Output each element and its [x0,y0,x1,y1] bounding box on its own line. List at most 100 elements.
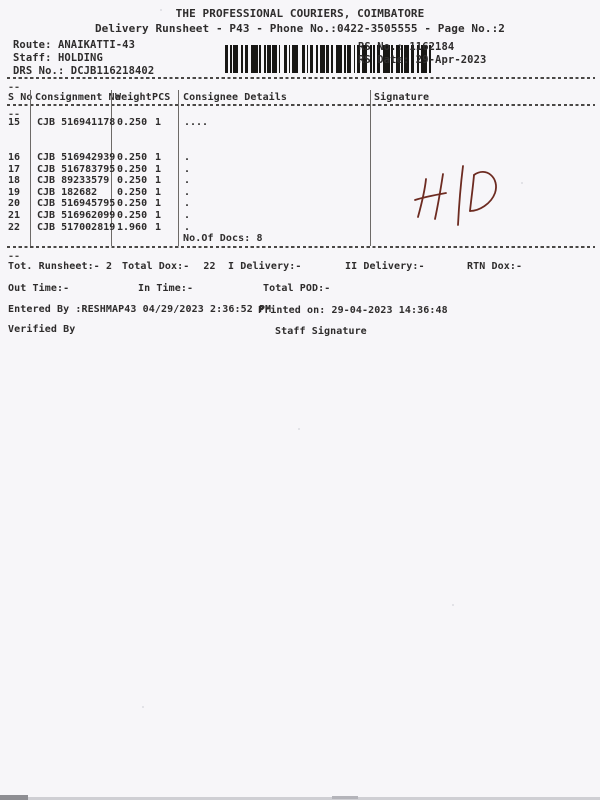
rs-date-label: RS Date: [358,54,410,66]
cell-weight: 0.250 [117,198,148,210]
scan-speck [160,9,162,11]
cell-weight: 0.250 [117,186,148,198]
rs-no-label: RS No.: [358,41,403,53]
cell-pcs: 1 [155,117,162,128]
col-header-consignee: Consignee Details [183,92,288,103]
cell-consignee: . [184,198,191,210]
cell-consignee: . [184,221,191,233]
staff-signature: Staff Signature [275,326,367,337]
table-row: 19 CJB 182682 0.250 1. [0,187,600,199]
dashed-separator [7,77,595,79]
verified-by: Verified By [8,324,76,335]
dash-continuation: -- [8,82,21,93]
cell-consignment-no: CJB 516941178 [37,117,116,128]
scan-speck [452,604,454,606]
ii-delivery: II Delivery:- [345,261,425,272]
cell-consignment-no: CJB 516962099 [37,210,116,222]
cell-s-no: 22 [8,221,21,233]
scan-bottom-corner [0,795,28,800]
cell-weight: 0.250 [117,175,148,187]
cell-s-no: 20 [8,198,21,210]
rs-no-value: 1162184 [409,41,455,53]
table-row: 22 CJB 517002819 1.960 1. [0,222,600,234]
dashed-separator [7,246,595,248]
cell-pcs: 1 [155,221,162,233]
cell-weight: 1.960 [117,221,148,233]
cell-pcs: 1 [155,210,162,222]
cell-pcs: 1 [155,152,162,164]
i-delivery: I Delivery:- [228,261,302,272]
column-rule [30,90,31,246]
total-dox-label: Total Dox:- [122,261,190,272]
cell-s-no: 16 [8,152,21,164]
cell-consignee: . [184,163,191,175]
staff-line: Staff: HOLDING [13,52,103,64]
tot-runsheet-label: Tot. Runsheet:- [8,261,100,272]
consignment-table-body: 15 CJB 516941178 0.250 1.... 16 CJB 516942939… [0,117,600,233]
cell-pcs: 1 [155,175,162,187]
cell-s-no: 15 [8,117,21,128]
cell-weight: 0.250 [117,210,148,222]
cell-pcs: 1 [155,163,162,175]
cell-consignee: . [184,186,191,198]
cell-consignment-no: CJB 89233579 [37,175,110,187]
cell-s-no: 18 [8,175,21,187]
tot-runsheet-value: 2 [105,261,113,272]
runsheet-barcode [225,45,431,73]
column-rule [178,90,179,246]
column-rule [111,90,112,246]
dashed-separator [7,104,595,106]
dash-continuation: -- [8,251,21,262]
scan-bottom-edge-mark [332,796,358,799]
cell-consignment-no: CJB 517002819 [37,221,116,233]
printed-on: Printed on: 29-04-2023 14:36:48 [258,305,448,316]
scan-speck [521,182,523,184]
cell-consignee: . [184,152,191,164]
drs-line: DRS No.: DCJB116218402 [13,65,154,77]
cell-consignment-no: CJB 516783795 [37,163,116,175]
column-rule [370,90,371,246]
route-line: Route: ANAIKATTI-43 [13,39,135,51]
route-label: Route: [13,39,52,51]
dash-continuation: -- [8,109,21,120]
cell-weight: 0.250 [117,163,148,175]
total-dox-value: 22 [203,261,216,272]
table-row: 18 CJB 89233579 0.250 1. [0,175,600,187]
table-row: 21 CJB 516962099 0.250 1. [0,210,600,222]
table-row: 17 CJB 516783795 0.250 1. [0,164,600,176]
drs-value: DCJB116218402 [70,65,155,77]
scan-bottom-edge [0,797,600,800]
cell-consignment-no: CJB 182682 [37,186,98,198]
col-header-signature: Signature [374,92,430,103]
table-row: 20 CJB 516945795 0.250 1. [0,198,600,210]
rs-no-line: RS No.: 1162184 [358,41,454,53]
no-of-docs: No.Of Docs: 8 [183,233,263,244]
drs-label: DRS No.: [13,65,65,77]
tot-runsheet: Tot. Runsheet:- 2 [8,261,112,272]
in-time: In Time:- [138,283,194,294]
staff-label: Staff: [13,52,52,64]
cell-consignee: .... [184,117,209,128]
col-header-weight: Weight [115,92,152,103]
cell-consignment-no: CJB 516942939 [37,152,116,164]
cell-pcs: 1 [155,186,162,198]
rtn-dox: RTN Dox:- [467,261,523,272]
scan-speck [298,428,300,430]
cell-pcs: 1 [155,198,162,210]
rs-date-value: 29-Apr-2023 [415,54,487,66]
cell-s-no: 17 [8,163,21,175]
company-title: THE PROFESSIONAL COURIERS, COIMBATORE [175,7,425,20]
cell-consignee: . [184,210,191,222]
runsheet-subtitle: Delivery Runsheet - P43 - Phone No.:0422… [94,22,506,35]
table-row: 15 CJB 516941178 0.250 1.... [0,117,600,129]
cell-weight: 0.250 [117,117,148,128]
scan-speck [78,122,80,124]
total-pod: Total POD:- [263,283,331,294]
total-dox: Total Dox:- 22 [122,261,216,272]
rs-date-line: RS Date: 29-Apr-2023 [358,54,486,66]
cell-consignee: . [184,175,191,187]
staff-value: HOLDING [57,52,103,64]
cell-s-no: 19 [8,186,21,198]
cell-weight: 0.250 [117,152,148,164]
handwritten-hd-mark [414,165,497,226]
